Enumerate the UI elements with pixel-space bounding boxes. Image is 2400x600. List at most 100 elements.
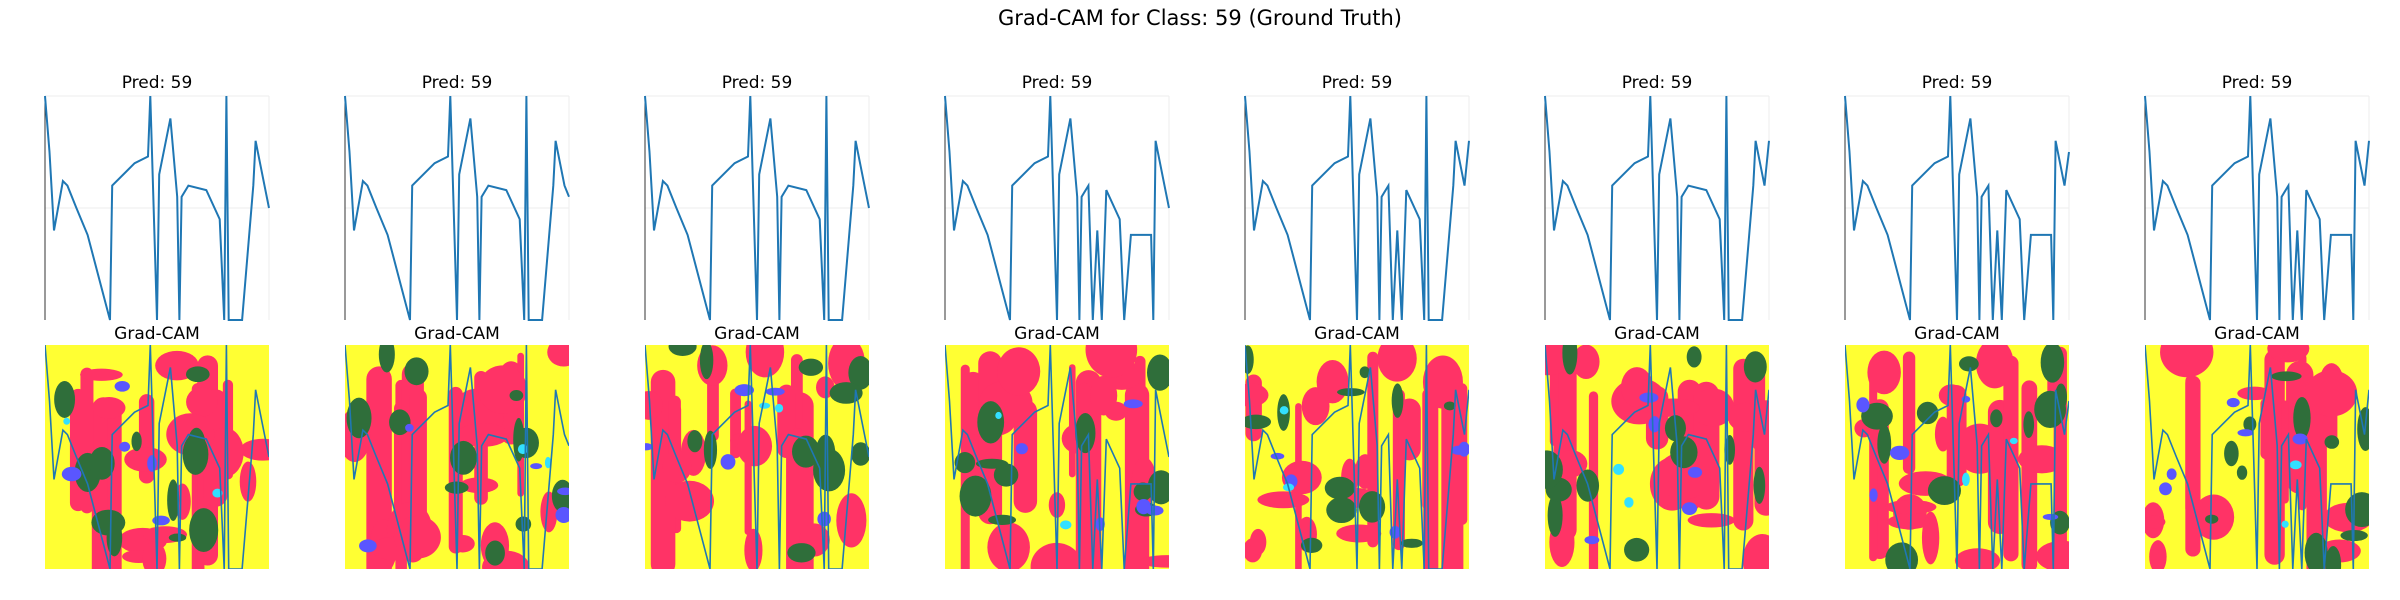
heatmap-blob bbox=[1990, 409, 2003, 428]
heatmap-blob bbox=[668, 345, 697, 356]
heatmap-blob bbox=[346, 397, 372, 439]
heatmap-blob bbox=[1085, 345, 1138, 378]
heatmap-blob bbox=[2040, 345, 2065, 383]
heatmap-blob bbox=[2149, 540, 2167, 569]
heatmap-blob bbox=[995, 411, 1002, 419]
heatmap-blob bbox=[737, 425, 773, 467]
heatmap-blob bbox=[977, 401, 1005, 444]
heatmap-blob bbox=[1355, 454, 1376, 489]
heatmap-blob bbox=[1962, 472, 1970, 487]
heatmap-blob bbox=[2304, 532, 2328, 569]
heatmap-band bbox=[2260, 397, 2272, 460]
heatmap-blob bbox=[359, 539, 377, 553]
heatmap-blob bbox=[189, 508, 219, 553]
heatmap-blob bbox=[378, 345, 395, 373]
heatmap-blob bbox=[1140, 555, 1169, 568]
heatmap-blob bbox=[954, 452, 976, 474]
heatmap-blob bbox=[114, 380, 130, 392]
heatmap-band bbox=[1398, 398, 1421, 461]
overlay-line bbox=[345, 345, 569, 569]
heatmap-blob bbox=[2345, 492, 2369, 528]
heatmap-blob bbox=[959, 475, 992, 517]
pred-title: Pred: 59 bbox=[1922, 73, 1993, 93]
heatmap-blob bbox=[1123, 399, 1143, 409]
heatmap-blob bbox=[1727, 402, 1763, 432]
series-line bbox=[344, 95, 570, 321]
overlay-line bbox=[2145, 345, 2369, 569]
gradcam-heatmap bbox=[645, 345, 869, 569]
heatmap-blob bbox=[450, 535, 475, 553]
heatmap-blob bbox=[167, 479, 180, 522]
heatmap-blob bbox=[2009, 437, 2018, 445]
heatmap-blob bbox=[1624, 537, 1650, 562]
heatmap-blob bbox=[2281, 520, 2289, 528]
heatmap-blob bbox=[457, 423, 509, 447]
heatmap-blob bbox=[1927, 476, 1962, 506]
heatmap-blob bbox=[147, 455, 157, 472]
heatmap-blob bbox=[555, 507, 569, 524]
heatmap-blob bbox=[2289, 460, 2302, 470]
heatmap-blob bbox=[239, 461, 257, 502]
heatmap-blob bbox=[1547, 494, 1563, 537]
heatmap-blob bbox=[1572, 345, 1600, 380]
heatmap-blob bbox=[1458, 441, 1469, 457]
heatmap-blob bbox=[2224, 440, 2239, 467]
heatmap-blob bbox=[720, 454, 736, 470]
pred-title: Pred: 59 bbox=[122, 73, 193, 93]
series-line bbox=[44, 95, 270, 321]
heatmap-blob bbox=[1645, 398, 1700, 417]
heatmap-blob bbox=[1613, 463, 1625, 475]
heatmap-blob bbox=[1742, 534, 1769, 569]
heatmap-band bbox=[744, 400, 752, 536]
pred-title: Pred: 59 bbox=[2222, 73, 2293, 93]
heatmap-blob bbox=[1753, 466, 1766, 504]
heatmap-blob bbox=[2036, 540, 2069, 569]
heatmap-blob bbox=[2018, 445, 2066, 474]
heatmap-blob bbox=[1916, 401, 1939, 425]
gradcam-heatmap bbox=[1245, 345, 1469, 569]
heatmap-blob bbox=[1359, 366, 1370, 379]
heatmap-blob bbox=[1257, 491, 1310, 509]
heatmap-blob bbox=[2237, 429, 2254, 437]
series-line bbox=[644, 95, 870, 321]
heatmap-blob bbox=[2292, 433, 2308, 445]
heatmap-blob bbox=[774, 403, 784, 413]
heatmap-blob bbox=[1060, 520, 1072, 530]
cam-title: Grad-CAM bbox=[1614, 324, 1700, 344]
heatmap-blob bbox=[2325, 546, 2342, 569]
heatmap-blob bbox=[1090, 375, 1118, 416]
heatmap-blob bbox=[2271, 371, 2302, 382]
heatmap-blob bbox=[1743, 351, 1767, 383]
heatmap-blob bbox=[1656, 452, 1711, 500]
heatmap-blob bbox=[1136, 498, 1151, 515]
heatmap-blob bbox=[699, 345, 714, 380]
heatmap-blob bbox=[1687, 466, 1703, 478]
heatmap-blob bbox=[239, 438, 269, 461]
heatmap-blob bbox=[987, 522, 1030, 569]
overlay-line bbox=[945, 345, 1169, 569]
heatmap-blob bbox=[2267, 345, 2310, 363]
cam-title: Grad-CAM bbox=[714, 324, 800, 344]
heatmap-blob bbox=[813, 448, 846, 492]
heatmap-blob bbox=[997, 347, 1041, 396]
series-line bbox=[1844, 95, 2070, 321]
heatmap-blob bbox=[1245, 383, 1269, 407]
heatmap-band bbox=[366, 366, 392, 569]
heatmap-blob bbox=[851, 442, 869, 466]
gradcam-heatmap bbox=[2145, 345, 2369, 569]
heatmap-blob bbox=[765, 387, 785, 396]
heatmap-blob bbox=[2324, 435, 2340, 449]
heatmap-blob bbox=[1954, 548, 2001, 569]
heatmap-blob bbox=[517, 444, 528, 455]
heatmap-band bbox=[409, 388, 427, 539]
heatmap-band bbox=[2003, 355, 2019, 562]
heatmap-blob bbox=[185, 366, 210, 383]
series-line bbox=[2144, 95, 2370, 321]
heatmap-blob bbox=[1681, 502, 1698, 515]
heatmap-blob bbox=[152, 515, 170, 526]
heatmap-blob bbox=[1133, 482, 1153, 502]
heatmap-blob bbox=[1391, 383, 1404, 418]
heatmap-blob bbox=[1336, 524, 1382, 543]
overlay-line bbox=[45, 345, 269, 569]
heatmap-blob bbox=[759, 402, 771, 409]
